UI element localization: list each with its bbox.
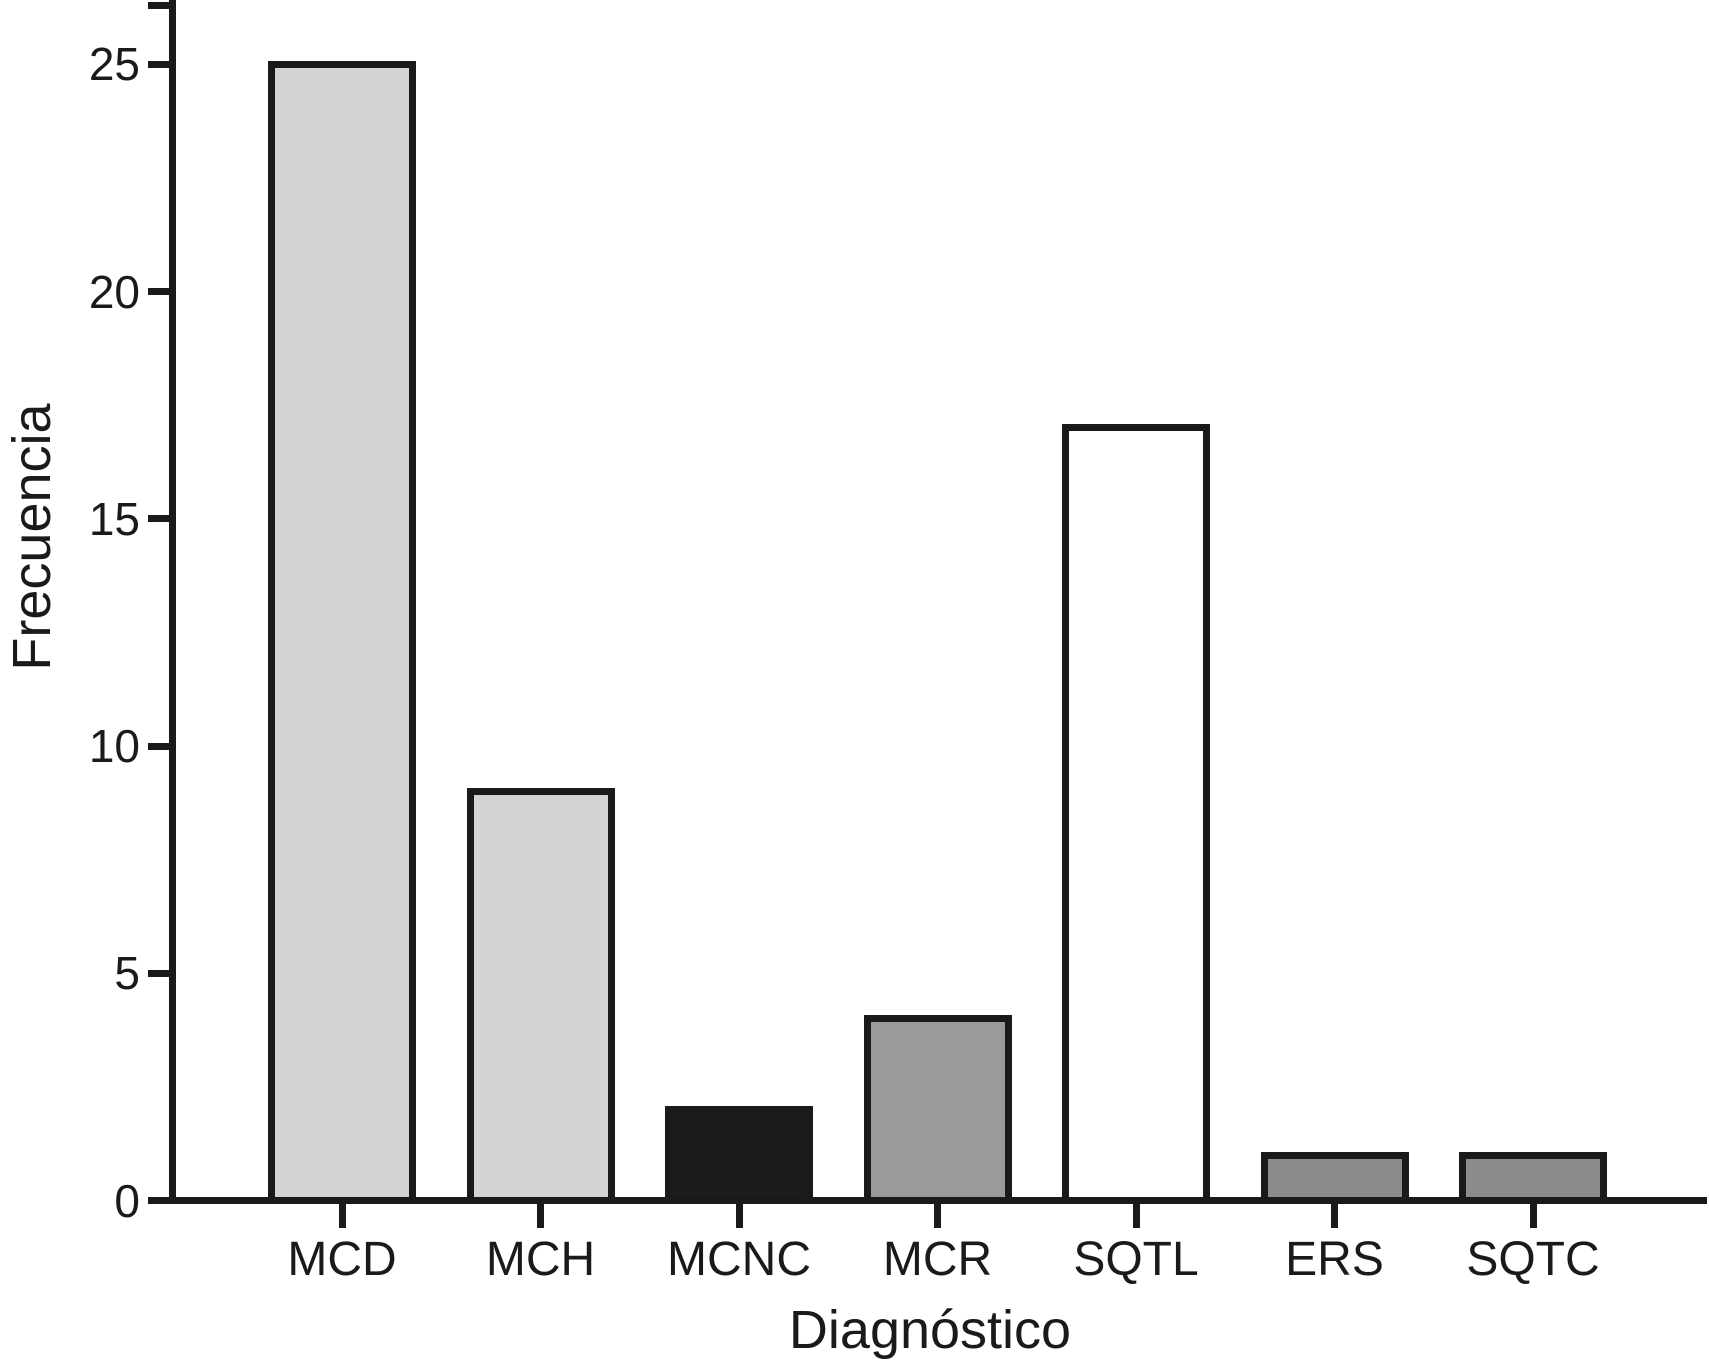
y-tick-5: [148, 969, 172, 977]
x-tick-MCD: [338, 1204, 346, 1228]
x-tick-MCH: [537, 1204, 544, 1228]
x-category-label-MCD: MCD: [287, 1233, 397, 1286]
y-tick-20: [148, 288, 172, 295]
y-axis-line: [169, 0, 176, 1204]
x-category-label-ERS: ERS: [1285, 1233, 1384, 1286]
y-tick-0: [148, 1197, 172, 1204]
y-tick-label-20: 20: [88, 265, 140, 318]
bar-SQTC: [1459, 1151, 1607, 1204]
x-axis-title: Diagnóstico: [788, 1300, 1072, 1360]
bar-ERS: [1260, 1151, 1409, 1204]
bar-MCH: [466, 787, 615, 1204]
x-axis-line: [169, 1197, 1707, 1204]
y-tick-label-5: 5: [114, 947, 140, 1000]
y-tick-15: [148, 515, 172, 523]
bar-MCNC: [665, 1106, 813, 1204]
y-tick-label-0: 0: [114, 1174, 140, 1227]
bar-MCR: [863, 1015, 1012, 1204]
y-axis-title: Frecuencia: [2, 403, 62, 671]
x-tick-SQTL: [1132, 1204, 1140, 1228]
x-category-label-SQTL: SQTL: [1073, 1233, 1199, 1286]
y-tick-label-15: 15: [88, 492, 140, 545]
x-category-label-MCH: MCH: [485, 1233, 596, 1286]
x-tick-SQTC: [1529, 1204, 1537, 1228]
x-category-label-SQTC: SQTC: [1466, 1233, 1600, 1286]
bar-SQTL: [1062, 424, 1210, 1204]
y-tick-label-10: 10: [88, 720, 140, 772]
x-tick-MCNC: [735, 1204, 743, 1228]
x-category-label-MCR: MCR: [882, 1233, 993, 1286]
y-axis-end-tick: [148, 2, 172, 9]
x-tick-ERS: [1331, 1204, 1338, 1228]
y-tick-10: [148, 742, 172, 750]
y-tick-25: [148, 60, 172, 68]
x-tick-MCR: [934, 1204, 941, 1228]
bar-MCD: [268, 60, 416, 1204]
y-tick-label-25: 25: [88, 38, 140, 91]
x-category-label-MCNC: MCNC: [667, 1233, 811, 1286]
